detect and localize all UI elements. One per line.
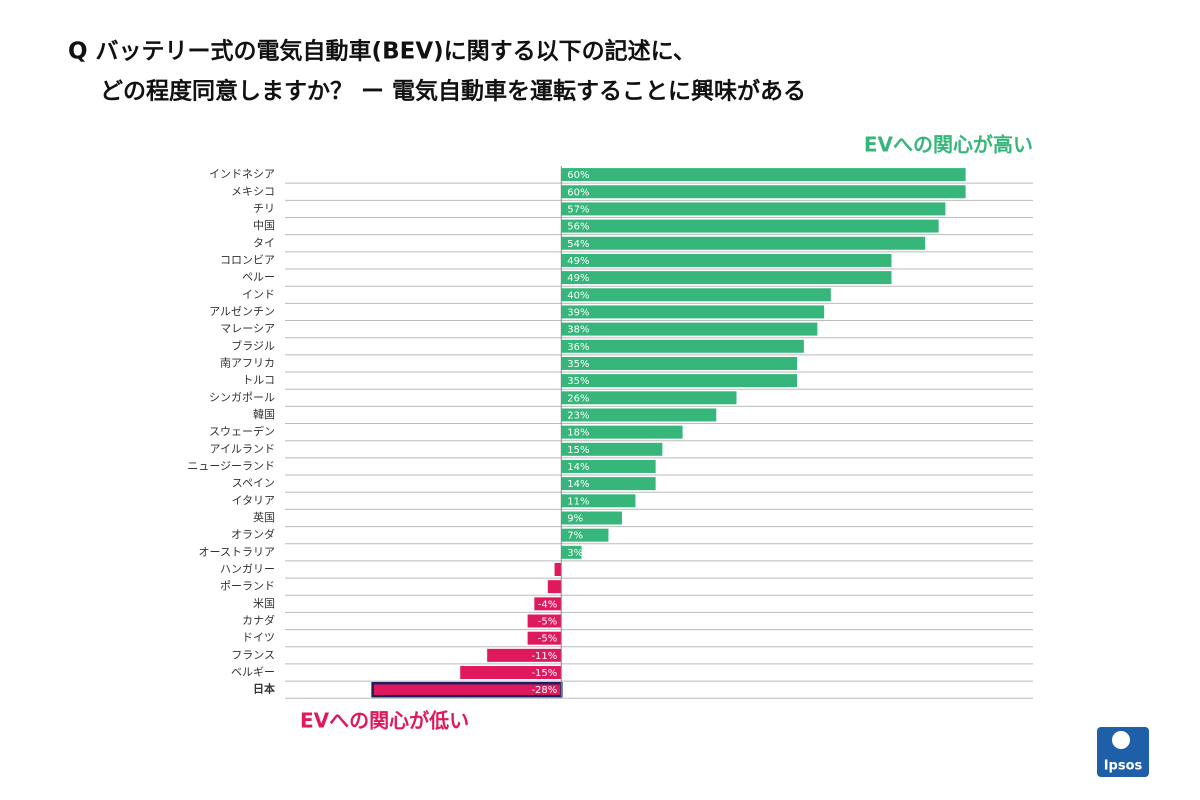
value-label: 7% (567, 531, 583, 542)
value-label: 54% (567, 239, 589, 250)
value-label: 14% (567, 479, 589, 490)
value-label: -5% (538, 634, 557, 645)
chart-title: Q バッテリー式の電気自動車(BEV)に関する以下の記述に、 (68, 38, 696, 65)
bar (561, 477, 656, 491)
value-label: 26% (567, 393, 589, 404)
category-label: インドネシア (209, 168, 275, 181)
value-label: 60% (567, 170, 589, 181)
value-label: 38% (567, 325, 589, 336)
value-label: 39% (567, 307, 589, 318)
value-label: 49% (567, 256, 589, 267)
category-label: ペルー (242, 271, 275, 284)
value-label: 35% (567, 359, 589, 370)
category-label: イタリア (231, 494, 275, 507)
category-label: 米国 (253, 597, 275, 610)
value-label: 11% (567, 496, 589, 507)
category-label: マレーシア (220, 322, 275, 335)
value-label: 40% (567, 290, 589, 301)
value-label: 57% (567, 204, 589, 215)
bar (554, 562, 562, 576)
category-label: スペイン (232, 477, 275, 490)
category-label: アルゼンチン (209, 305, 275, 318)
value-label: -5% (538, 617, 557, 628)
bar (460, 666, 562, 680)
category-label: シンガポール (209, 391, 275, 404)
category-label: アイルランド (210, 442, 275, 455)
value-label: 18% (567, 428, 589, 439)
bar (561, 374, 798, 388)
category-label: ポーランド (220, 580, 275, 593)
category-label: ブラジル (231, 338, 275, 352)
category-label: コロンビア (220, 253, 275, 266)
value-label: 14% (567, 462, 589, 473)
value-label: 56% (567, 222, 589, 233)
category-label: トルコ (242, 374, 275, 387)
category-label: スウェーデン (209, 424, 275, 438)
bar (561, 494, 636, 508)
bar (561, 442, 663, 456)
bar (561, 408, 717, 422)
bar (561, 219, 939, 233)
category-label: カナダ (242, 613, 275, 627)
category-label: ニュージーランド (187, 459, 275, 472)
bar (561, 305, 825, 319)
bar (561, 202, 946, 216)
logo: Ipsos (1104, 759, 1143, 774)
category-label: メキシコ (231, 185, 275, 198)
bar (561, 459, 656, 473)
category-label: ドイツ (242, 631, 275, 644)
bar (561, 356, 798, 370)
category-label: 中国 (253, 219, 275, 232)
value-label: -4% (538, 599, 557, 610)
bar (561, 168, 966, 182)
category-label: オーストラリア (199, 545, 275, 558)
bar (561, 339, 804, 353)
bar (561, 322, 818, 336)
annotation-low: EVへの関心が低い (300, 709, 469, 733)
bar (561, 425, 683, 439)
category-label: オランダ (231, 527, 275, 541)
value-label: 23% (567, 410, 589, 421)
bar (487, 648, 562, 662)
value-label: 15% (567, 445, 589, 456)
category-label: フランス (231, 648, 275, 661)
value-label: 60% (567, 187, 589, 198)
category-label: チリ (253, 202, 275, 215)
category-label: インド (242, 288, 275, 301)
bar (561, 391, 737, 405)
logo-icon (1112, 731, 1130, 749)
category-label: 南アフリカ (220, 356, 275, 369)
category-label: 韓国 (253, 408, 275, 421)
value-label: 35% (567, 376, 589, 387)
bar (561, 185, 966, 199)
bar (561, 528, 609, 542)
value-label: 9% (567, 513, 583, 524)
value-label: 36% (567, 342, 589, 353)
category-label: ベルギー (231, 666, 275, 679)
bar (561, 253, 892, 267)
annotation-high: EVへの関心が高い (864, 133, 1033, 157)
bar (534, 597, 562, 611)
value-label: 3% (567, 548, 583, 559)
value-label: -15% (531, 668, 557, 679)
bar (527, 614, 562, 628)
bar (561, 511, 622, 525)
value-label: -11% (531, 651, 557, 662)
logo-box (1097, 727, 1149, 777)
category-label: 英国 (253, 510, 275, 524)
bar (561, 288, 831, 302)
category-label: 日本 (253, 682, 275, 696)
bar (561, 236, 926, 250)
value-label: -28% (531, 685, 557, 696)
bar (561, 545, 582, 559)
bar (527, 631, 562, 645)
value-label: 49% (567, 273, 589, 284)
bar (561, 271, 892, 285)
chart-title: どの程度同意しますか？ ー 電気自動車を運転することに興味がある (100, 78, 806, 105)
category-label: タイ (253, 236, 275, 249)
category-label: ハンガリー (220, 562, 275, 575)
bar (547, 580, 562, 594)
